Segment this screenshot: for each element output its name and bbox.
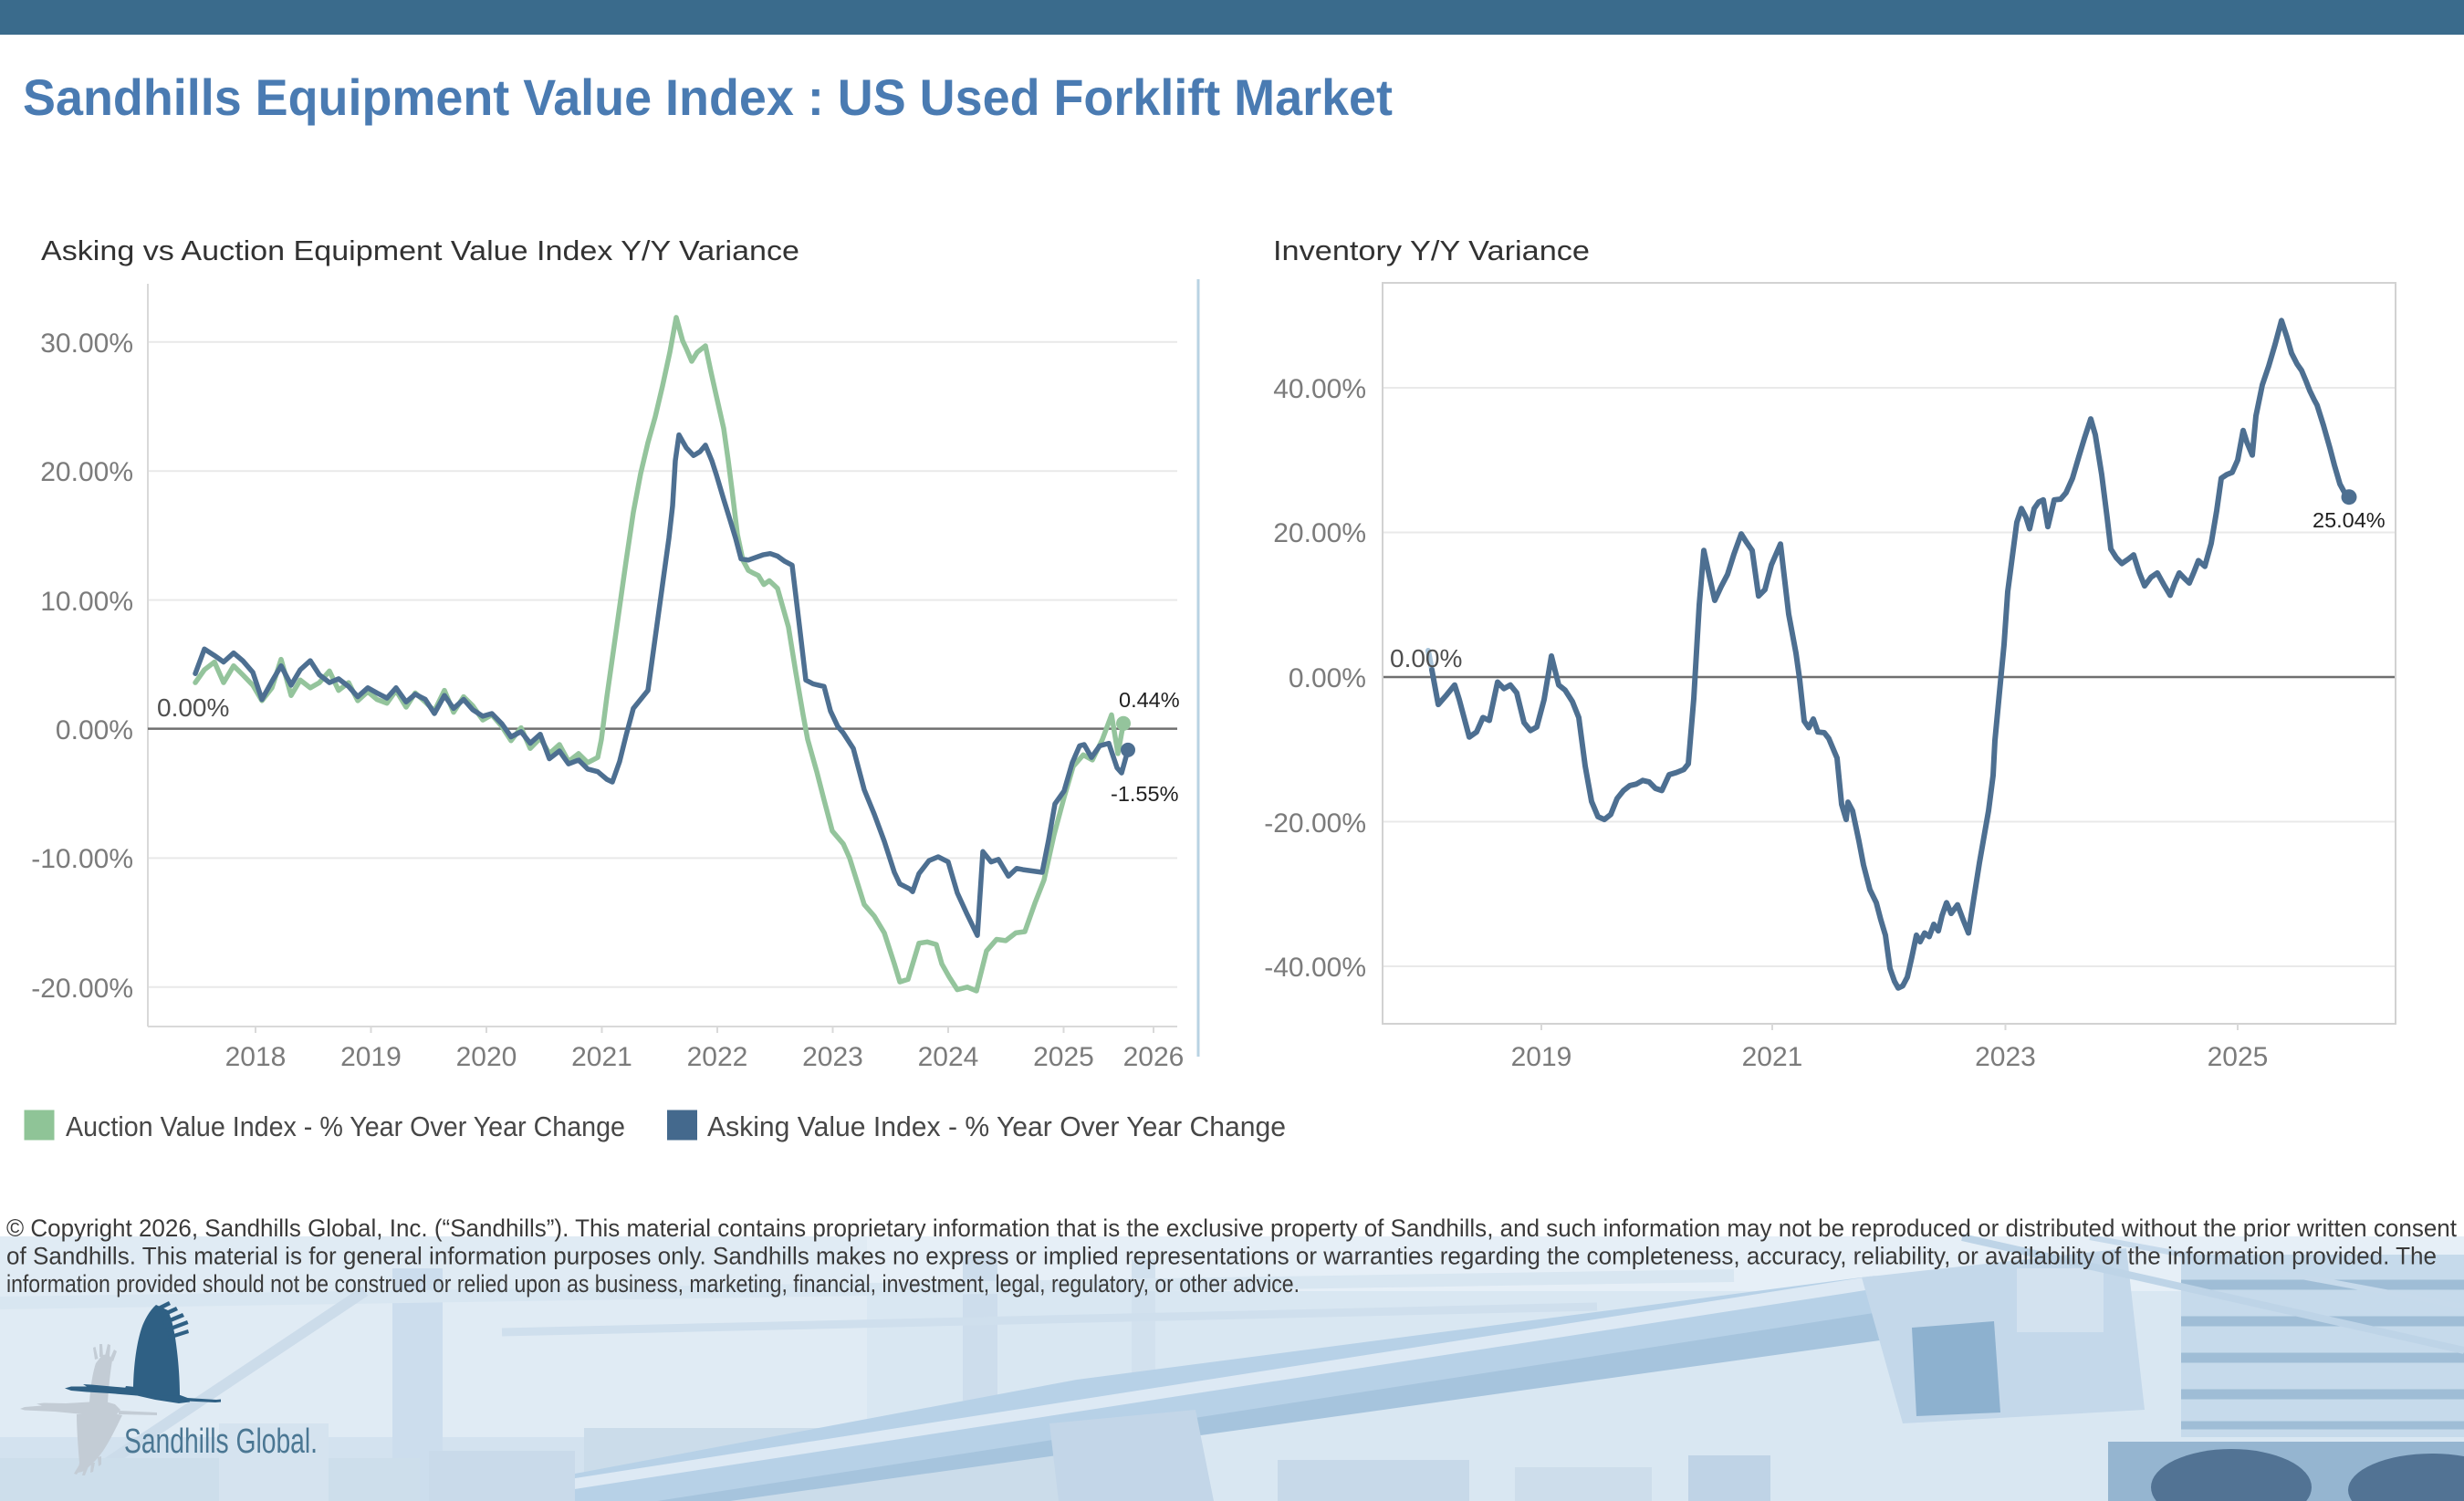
svg-text:10.00%: 10.00% bbox=[40, 587, 133, 617]
svg-text:2023: 2023 bbox=[802, 1042, 863, 1072]
svg-text:Sandhills Global.: Sandhills Global. bbox=[124, 1423, 318, 1461]
svg-text:2025: 2025 bbox=[1033, 1042, 1094, 1072]
svg-text:2020: 2020 bbox=[456, 1042, 517, 1072]
svg-text:2025: 2025 bbox=[2208, 1042, 2269, 1072]
svg-text:2019: 2019 bbox=[340, 1042, 402, 1072]
svg-text:25.04%: 25.04% bbox=[2313, 508, 2386, 532]
svg-text:2024: 2024 bbox=[918, 1042, 979, 1072]
svg-text:Sandhills Equipment Value Inde: Sandhills Equipment Value Index : US Use… bbox=[23, 68, 1393, 126]
svg-text:2022: 2022 bbox=[687, 1042, 748, 1072]
svg-text:Auction Value Index - % Year O: Auction Value Index - % Year Over Year C… bbox=[66, 1110, 625, 1142]
svg-text:-1.55%: -1.55% bbox=[1111, 782, 1179, 806]
svg-text:0.00%: 0.00% bbox=[1289, 663, 1366, 693]
svg-text:2021: 2021 bbox=[1742, 1042, 1803, 1072]
svg-text:0.44%: 0.44% bbox=[1119, 688, 1180, 712]
svg-text:2023: 2023 bbox=[1975, 1042, 2036, 1072]
svg-text:2018: 2018 bbox=[225, 1042, 287, 1072]
svg-text:0.00%: 0.00% bbox=[1390, 644, 1462, 672]
svg-text:0.00%: 0.00% bbox=[157, 693, 229, 722]
svg-text:Inventory Y/Y Variance: Inventory Y/Y Variance bbox=[1273, 235, 1590, 266]
svg-text:-20.00%: -20.00% bbox=[31, 974, 133, 1004]
svg-text:20.00%: 20.00% bbox=[1273, 518, 1366, 548]
svg-text:-10.00%: -10.00% bbox=[31, 844, 133, 874]
svg-text:-40.00%: -40.00% bbox=[1264, 953, 1366, 983]
svg-text:0.00%: 0.00% bbox=[56, 715, 133, 745]
svg-text:of Sandhills. This material is: of Sandhills. This material is for gener… bbox=[6, 1243, 2437, 1270]
svg-text:30.00%: 30.00% bbox=[40, 328, 133, 359]
svg-text:2021: 2021 bbox=[571, 1042, 632, 1072]
svg-text:© Copyright 2026, Sandhills Gl: © Copyright 2026, Sandhills Global, Inc.… bbox=[6, 1214, 2457, 1242]
svg-text:40.00%: 40.00% bbox=[1273, 374, 1366, 404]
svg-text:Asking Value Index - % Year Ov: Asking Value Index - % Year Over Year Ch… bbox=[707, 1110, 1286, 1142]
svg-text:information provided should no: information provided should not be const… bbox=[6, 1270, 1300, 1298]
svg-text:2019: 2019 bbox=[1511, 1042, 1572, 1072]
svg-text:2026: 2026 bbox=[1123, 1042, 1185, 1072]
svg-text:-20.00%: -20.00% bbox=[1264, 808, 1366, 839]
svg-text:20.00%: 20.00% bbox=[40, 457, 133, 487]
svg-text:Asking vs Auction Equipment Va: Asking vs Auction Equipment Value Index … bbox=[41, 235, 799, 266]
